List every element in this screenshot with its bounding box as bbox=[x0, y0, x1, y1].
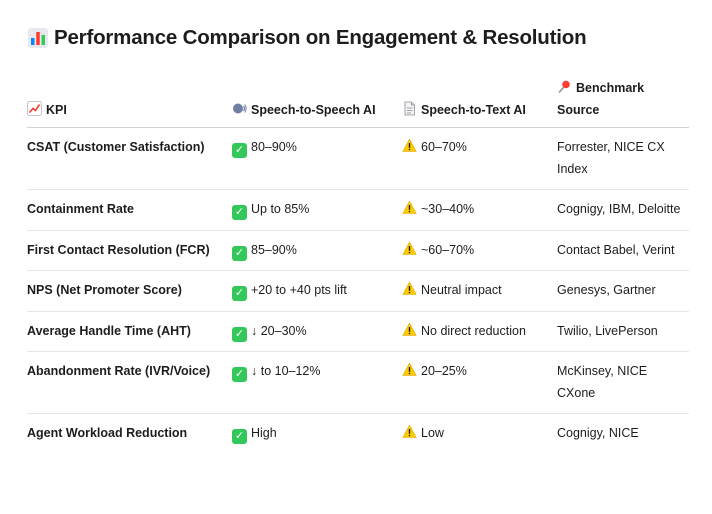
check-mark-icon: ✓ bbox=[232, 429, 247, 444]
check-mark-icon: ✓ bbox=[232, 326, 247, 342]
warning-icon bbox=[402, 281, 417, 295]
table-header-row: KPI Speech-to-Speech AI Speech-to-Text A… bbox=[27, 72, 689, 128]
speech-to-speech-cell: ✓ High bbox=[232, 414, 402, 454]
speech-to-text-cell: 60–70% bbox=[402, 127, 557, 190]
table-row: First Contact Resolution (FCR) ✓ 85–90% ~60… bbox=[27, 230, 689, 271]
check-mark-icon: ✓ bbox=[232, 286, 247, 301]
warning-icon bbox=[402, 241, 417, 255]
page-document-icon bbox=[404, 101, 415, 115]
table-row: NPS (Net Promoter Score) ✓ +20 to +40 pts … bbox=[27, 270, 689, 312]
warning-icon bbox=[402, 138, 417, 152]
speech-to-speech-cell: ✓ Up to 85% bbox=[232, 189, 402, 231]
benchmark-source-cell: Forrester, NICE CX Index bbox=[557, 127, 689, 190]
table-row: Containment Rate ✓ Up to 85% ~30–40% Cognigy… bbox=[27, 189, 689, 231]
table-row: Abandonment Rate (IVR/Voice) ✓ ↓ to 10–12%… bbox=[27, 351, 689, 414]
kpi-cell: Agent Workload Reduction bbox=[27, 426, 188, 440]
warning-icon bbox=[402, 362, 417, 376]
check-mark-icon: ✓ bbox=[232, 245, 247, 261]
table-row: Average Handle Time (AHT) ✓ ↓ 20–30% No dir… bbox=[27, 311, 689, 352]
kpi-cell: Containment Rate bbox=[27, 189, 232, 231]
speech-to-text-cell: 20–25% bbox=[402, 351, 557, 414]
check-mark-icon: ✓ bbox=[232, 205, 247, 220]
speech-to-text-cell: ~60–70% bbox=[402, 230, 557, 271]
header-kpi: KPI bbox=[27, 72, 232, 128]
speech-to-speech-cell: ✓ +20 to +40 pts lift bbox=[232, 270, 402, 312]
benchmark-source-cell: Contact Babel, Verint bbox=[557, 230, 689, 271]
speech-to-speech-cell: ✓ 80–90% bbox=[232, 127, 402, 190]
benchmark-source-cell: McKinsey, NICE CXone bbox=[557, 351, 689, 414]
speech-to-text-cell: Low bbox=[402, 414, 557, 454]
benchmark-source-cell: Cognigy, IBM, Deloitte bbox=[557, 189, 689, 231]
warning-icon bbox=[402, 322, 417, 336]
kpi-cell: Average Handle Time (AHT) bbox=[27, 311, 232, 352]
speech-to-speech-cell: ✓ ↓ to 10–12% bbox=[232, 351, 402, 414]
chart-increasing-icon bbox=[27, 100, 42, 116]
benchmark-source-cell: Genesys, Gartner bbox=[557, 270, 689, 312]
check-mark-icon: ✓ bbox=[232, 367, 247, 382]
kpi-cell: Abandonment Rate (IVR/Voice) bbox=[27, 351, 232, 414]
speaking-head-icon bbox=[233, 103, 247, 113]
bar-chart-icon bbox=[28, 28, 48, 48]
speech-to-text-cell: Neutral impact bbox=[402, 270, 557, 312]
header-speech-to-text: Speech-to-Text AI bbox=[402, 72, 557, 128]
table-body: CSAT (Customer Satisfaction) ✓ 80–90% 60–70… bbox=[27, 127, 689, 454]
kpi-cell: First Contact Resolution (FCR) bbox=[27, 230, 232, 271]
table-row: Agent Workload Reduction ✓ High Low Cognigy,… bbox=[27, 414, 689, 454]
speech-to-speech-cell: ✓ 85–90% bbox=[232, 230, 402, 271]
page-title: Performance Comparison on Engagement & R… bbox=[28, 22, 587, 54]
check-mark-icon: ✓ bbox=[232, 143, 247, 158]
table-row: CSAT (Customer Satisfaction) ✓ 80–90% 60–70… bbox=[27, 127, 689, 190]
header-benchmark-source: Benchmark Source bbox=[557, 72, 689, 128]
page-title-text: Performance Comparison on Engagement & R… bbox=[54, 26, 587, 49]
speech-to-text-cell: ~30–40% bbox=[402, 189, 557, 231]
header-speech-to-speech: Speech-to-Speech AI bbox=[232, 72, 402, 128]
speech-to-speech-cell: ✓ ↓ 20–30% bbox=[232, 311, 402, 352]
warning-icon bbox=[402, 200, 417, 214]
pushpin-icon bbox=[558, 80, 570, 94]
benchmark-source-cell: Cognigy, NICE bbox=[557, 426, 639, 440]
benchmark-source-cell: Twilio, LivePerson bbox=[557, 311, 689, 352]
speech-to-text-cell: No direct reduction bbox=[402, 311, 557, 352]
kpi-cell: NPS (Net Promoter Score) bbox=[27, 270, 232, 312]
kpi-comparison-table: KPI Speech-to-Speech AI Speech-to-Text A… bbox=[27, 72, 689, 454]
kpi-cell: CSAT (Customer Satisfaction) bbox=[27, 127, 232, 190]
warning-icon bbox=[402, 424, 417, 438]
